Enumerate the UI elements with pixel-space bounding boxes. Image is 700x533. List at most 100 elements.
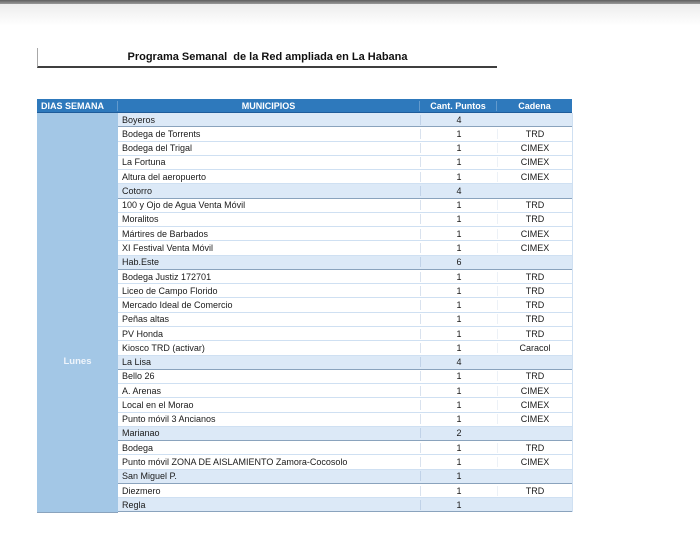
municipio-cell[interactable]: Cotorro: [122, 185, 153, 196]
cadena-cell[interactable]: TRD: [497, 285, 572, 296]
table-row[interactable]: Punto móvil ZONA DE AISLAMIENTO Zamora-C…: [118, 455, 572, 470]
cantidad-cell[interactable]: 1: [420, 471, 497, 482]
table-row[interactable]: Moralitos 1 TRD: [118, 212, 572, 228]
cadena-cell[interactable]: CIMEX: [497, 143, 572, 154]
cantidad-cell[interactable]: 1: [420, 228, 497, 239]
municipio-cell[interactable]: San Miguel P.: [122, 471, 177, 482]
cantidad-cell[interactable]: 1: [420, 271, 497, 282]
table-row[interactable]: Cotorro 4: [118, 184, 572, 199]
cadena-cell[interactable]: TRD: [497, 214, 572, 225]
header-cant-puntos[interactable]: Cant. Puntos: [420, 100, 497, 111]
cadena-cell[interactable]: CIMEX: [497, 171, 572, 182]
cadena-cell[interactable]: TRD: [497, 328, 572, 339]
municipio-cell[interactable]: Moralitos: [122, 214, 159, 225]
municipio-cell[interactable]: Boyeros: [122, 114, 156, 125]
cadena-cell[interactable]: TRD: [497, 442, 572, 453]
cantidad-cell[interactable]: 1: [420, 314, 497, 325]
table-row[interactable]: Boyeros 4: [118, 113, 572, 128]
cantidad-cell[interactable]: 1: [420, 399, 497, 410]
header-municipios[interactable]: MUNICIPIOS: [118, 100, 420, 111]
municipio-cell[interactable]: Mártires de Barbados: [122, 228, 209, 239]
municipio-cell[interactable]: Punto móvil ZONA DE AISLAMIENTO Zamora-C…: [122, 457, 348, 467]
cantidad-cell[interactable]: 1: [420, 442, 497, 453]
table-row[interactable]: Marianao 2: [118, 426, 572, 442]
municipio-cell[interactable]: Peñas altas: [122, 314, 170, 325]
cadena-cell[interactable]: Caracol: [497, 342, 572, 353]
cantidad-cell[interactable]: 1: [420, 285, 497, 296]
cantidad-cell[interactable]: 1: [420, 243, 497, 254]
table-row[interactable]: Bodega de Torrents 1 TRD: [118, 127, 572, 142]
municipio-cell[interactable]: Altura del aeropuerto: [122, 171, 207, 182]
cantidad-cell[interactable]: 1: [420, 157, 497, 168]
cadena-cell[interactable]: TRD: [497, 314, 572, 325]
cantidad-cell[interactable]: 1: [420, 385, 497, 396]
cantidad-cell[interactable]: 1: [420, 300, 497, 311]
cantidad-cell[interactable]: 1: [420, 214, 497, 225]
municipio-cell[interactable]: Bello 26: [122, 371, 155, 382]
table-row[interactable]: La Lisa 4: [118, 355, 572, 370]
table-row[interactable]: Diezmero 1 TRD: [118, 483, 572, 499]
table-row[interactable]: Bello 26 1 TRD: [118, 369, 572, 385]
municipio-cell[interactable]: A. Arenas: [122, 385, 162, 396]
municipio-cell[interactable]: Bodega del Trigal: [122, 143, 193, 154]
cantidad-cell[interactable]: 1: [420, 328, 497, 339]
municipio-cell[interactable]: Bodega Justiz 172701: [122, 271, 212, 282]
cadena-cell[interactable]: CIMEX: [497, 243, 572, 254]
table-row[interactable]: Local en el Morao 1 CIMEX: [118, 398, 572, 413]
municipio-cell[interactable]: Mercado Ideal de Comercio: [122, 300, 233, 311]
cadena-cell[interactable]: CIMEX: [497, 228, 572, 239]
header-cadena[interactable]: Cadena: [518, 100, 551, 111]
municipio-cell[interactable]: Bodega: [122, 442, 154, 453]
cantidad-cell[interactable]: 1: [420, 485, 497, 496]
municipio-cell[interactable]: 100 y Ojo de Agua Venta Móvil: [122, 200, 246, 211]
municipio-cell[interactable]: Punto móvil 3 Ancianos: [122, 414, 216, 425]
cantidad-cell[interactable]: 6: [420, 257, 497, 268]
cantidad-cell[interactable]: 1: [420, 499, 497, 510]
municipio-cell[interactable]: XI Festival Venta Móvil: [122, 243, 214, 254]
cantidad-cell[interactable]: 1: [420, 171, 497, 182]
cantidad-cell[interactable]: 4: [420, 185, 497, 196]
cadena-cell[interactable]: TRD: [497, 300, 572, 311]
table-row[interactable]: A. Arenas 1 CIMEX: [118, 384, 572, 399]
municipio-cell[interactable]: Regla: [122, 499, 146, 510]
municipio-cell[interactable]: PV Honda: [122, 328, 164, 339]
table-row[interactable]: Kiosco TRD (activar) 1 Caracol: [118, 341, 572, 356]
table-row[interactable]: Bodega Justiz 172701 1 TRD: [118, 269, 572, 285]
table-row[interactable]: Hab.Este 6: [118, 255, 572, 270]
cantidad-cell[interactable]: 1: [420, 200, 497, 211]
table-row[interactable]: Liceo de Campo Florido 1 TRD: [118, 284, 572, 299]
municipio-cell[interactable]: Diezmero: [122, 485, 161, 496]
table-row[interactable]: Mercado Ideal de Comercio 1 TRD: [118, 298, 572, 313]
cantidad-cell[interactable]: 1: [420, 342, 497, 353]
table-row[interactable]: La Fortuna 1 CIMEX: [118, 155, 572, 171]
municipio-cell[interactable]: La Fortuna: [122, 157, 166, 168]
municipio-cell[interactable]: Bodega de Torrents: [122, 128, 201, 139]
cadena-cell[interactable]: CIMEX: [497, 457, 572, 467]
table-row[interactable]: Bodega del Trigal 1 CIMEX: [118, 141, 572, 156]
cadena-cell[interactable]: TRD: [497, 128, 572, 139]
cantidad-cell[interactable]: 2: [420, 428, 497, 439]
table-row[interactable]: Regla 1: [118, 498, 572, 513]
table-row[interactable]: Altura del aeropuerto 1 CIMEX: [118, 170, 572, 185]
table-row[interactable]: Punto móvil 3 Ancianos 1 CIMEX: [118, 412, 572, 427]
table-row[interactable]: Peñas altas 1 TRD: [118, 312, 572, 327]
municipio-cell[interactable]: Local en el Morao: [122, 399, 194, 410]
cadena-cell[interactable]: TRD: [497, 485, 572, 496]
table-row[interactable]: PV Honda 1 TRD: [118, 326, 572, 342]
cadena-cell[interactable]: CIMEX: [497, 414, 572, 425]
cadena-cell[interactable]: CIMEX: [497, 385, 572, 396]
cantidad-cell[interactable]: 4: [420, 357, 497, 368]
table-row[interactable]: 100 y Ojo de Agua Venta Móvil 1 TRD: [118, 198, 572, 213]
cantidad-cell[interactable]: 1: [420, 143, 497, 154]
municipio-cell[interactable]: La Lisa: [122, 357, 152, 368]
cadena-cell[interactable]: CIMEX: [497, 157, 572, 168]
cadena-cell[interactable]: TRD: [497, 371, 572, 382]
table-row[interactable]: Mártires de Barbados 1 CIMEX: [118, 227, 572, 242]
header-dias-semana[interactable]: DIAS SEMANA: [37, 100, 118, 111]
municipio-cell[interactable]: Liceo de Campo Florido: [122, 285, 218, 296]
table-row[interactable]: San Miguel P. 1: [118, 469, 572, 484]
cantidad-cell[interactable]: 1: [420, 457, 497, 467]
day-column-lunes[interactable]: Lunes: [37, 113, 118, 513]
table-row[interactable]: XI Festival Venta Móvil 1 CIMEX: [118, 241, 572, 256]
cadena-cell[interactable]: CIMEX: [497, 399, 572, 410]
